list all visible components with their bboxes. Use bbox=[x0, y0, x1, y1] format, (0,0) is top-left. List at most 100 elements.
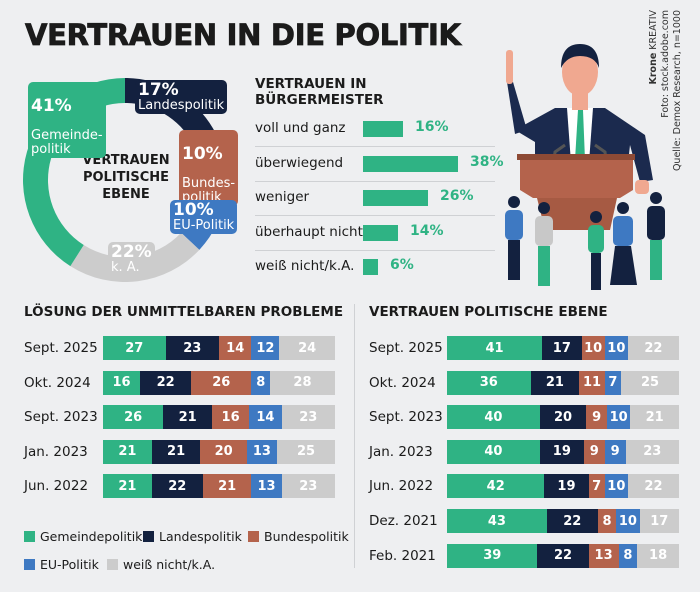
stacked-row: Jun. 2022 21 22 21 13 23 bbox=[0, 474, 700, 499]
legend-swatch bbox=[143, 531, 154, 542]
stacked-bar: 21 22 21 13 23 bbox=[103, 474, 335, 499]
bar-segment-gemeinde: 43 bbox=[447, 509, 547, 533]
bar-segment-ka: 21 bbox=[630, 405, 679, 430]
bm-row: weniger 26% bbox=[255, 181, 495, 216]
bar-segment-ka: 24 bbox=[279, 336, 335, 360]
stacked-row-label: Jun. 2022 bbox=[24, 478, 89, 495]
bar-segment-eu: 9 bbox=[604, 439, 626, 464]
bar-segment-landes: 22 bbox=[546, 509, 598, 533]
bar-segment-bundes: 11 bbox=[579, 370, 605, 395]
donut-center-line: POLITISCHE bbox=[82, 170, 170, 185]
bm-value-label: 38% bbox=[470, 153, 504, 170]
stacked-row-label: Sept. 2025 bbox=[369, 340, 443, 356]
stacked-row: Sept. 2023 40 20 9 10 21 bbox=[0, 405, 700, 430]
bar-segment-landes: 21 bbox=[530, 370, 580, 395]
stacked-bar: 39 22 13 8 18 bbox=[447, 543, 679, 568]
stacked-row: Dez. 2021 43 22 8 10 17 bbox=[0, 509, 700, 533]
donut-label-pct: 10% bbox=[182, 144, 223, 164]
bar-segment-eu: 14 bbox=[249, 405, 282, 430]
stacked-bar: 42 19 7 10 22 bbox=[447, 474, 679, 499]
buergermeister-chart-title: VERTRAUEN IN BÜRGERMEISTER bbox=[255, 76, 384, 108]
stacked-bar: 36 21 11 7 25 bbox=[447, 370, 679, 395]
title-line: VERTRAUEN IN bbox=[255, 76, 367, 92]
donut-label-pct: 17% bbox=[138, 80, 179, 100]
bar-segment-bundes: 13 bbox=[588, 543, 619, 568]
bm-row: überhaupt nicht 14% bbox=[255, 216, 495, 251]
legend-label: EU-Politik bbox=[40, 557, 99, 572]
bar-segment-gemeinde: 40 bbox=[447, 439, 540, 464]
stacked-row: Okt. 2024 16 22 26 8 28 bbox=[0, 370, 700, 395]
bar-segment-landes: 22 bbox=[151, 474, 203, 499]
bar-segment-landes: 19 bbox=[544, 474, 589, 499]
bm-bar bbox=[363, 259, 378, 275]
stacked-row: Jan. 2023 40 19 9 9 23 bbox=[0, 439, 700, 464]
crowd bbox=[505, 192, 665, 290]
politician-podium-illustration bbox=[505, 44, 665, 290]
bar-segment-ka: 22 bbox=[627, 336, 679, 360]
bar-segment-landes: 22 bbox=[537, 543, 589, 568]
bar-segment-ka: 23 bbox=[281, 405, 335, 430]
bm-row: voll und ganz 16% bbox=[255, 112, 495, 147]
legend-swatch bbox=[24, 531, 35, 542]
bm-row: weiß nicht/k.A. 6% bbox=[255, 250, 495, 284]
donut-label-pct: 41% bbox=[31, 96, 72, 116]
stacked-bar: 43 22 8 10 17 bbox=[447, 509, 679, 533]
bar-segment-bundes: 8 bbox=[597, 509, 617, 533]
bar-segment-ka: 23 bbox=[625, 439, 679, 464]
bar-segment-ka: 22 bbox=[627, 474, 679, 499]
bar-segment-ka: 17 bbox=[639, 509, 679, 533]
bar-segment-ka: 25 bbox=[276, 439, 335, 464]
bar-segment-gemeinde: 41 bbox=[447, 336, 543, 360]
bar-segment-bundes: 14 bbox=[218, 336, 252, 360]
bar-segment-ka: 18 bbox=[637, 543, 679, 568]
donut-center-title: VERTRAUEN POLITISCHE EBENE bbox=[60, 152, 192, 203]
donut-label-pct: 10% bbox=[173, 200, 214, 220]
bar-segment-bundes: 7 bbox=[588, 474, 605, 499]
bm-row-label: voll und ganz bbox=[255, 120, 346, 136]
bar-segment-ka: 28 bbox=[270, 370, 335, 395]
legend-label: Gemeindepolitik bbox=[40, 529, 143, 544]
donut-label-name: EU-Politik bbox=[173, 218, 235, 233]
bar-segment-eu: 10 bbox=[604, 336, 628, 360]
legend-item-eu: EU-Politik bbox=[24, 557, 99, 572]
bm-bar bbox=[363, 121, 403, 137]
stacked-row-label: Okt. 2024 bbox=[24, 374, 91, 391]
legend-label: weiß nicht/k.A. bbox=[123, 557, 216, 572]
stacked-row: Sept. 2023 26 21 16 14 23 bbox=[0, 405, 700, 430]
bm-bar bbox=[363, 224, 398, 241]
bar-segment-eu: 7 bbox=[604, 370, 621, 395]
stacked-row-label: Jan. 2023 bbox=[369, 443, 433, 460]
bar-segment-gemeinde: 21 bbox=[103, 474, 152, 499]
legend-item-landes: Landespolitik bbox=[143, 529, 242, 544]
bar-segment-bundes: 16 bbox=[212, 405, 250, 430]
title-line: BÜRGERMEISTER bbox=[255, 92, 384, 108]
legend-item-ka: weiß nicht/k.A. bbox=[107, 557, 215, 572]
donut-label-bundes: 10% Bundes- politik bbox=[179, 130, 239, 206]
donut-label-ka: 22% k. A. bbox=[108, 242, 155, 276]
donut-label-name: k. A. bbox=[111, 260, 140, 275]
legend-item-bundes: Bundespolitik bbox=[248, 529, 349, 544]
bar-segment-landes: 22 bbox=[140, 370, 192, 395]
bm-value-label: 16% bbox=[415, 119, 449, 135]
bar-segment-landes: 17 bbox=[542, 336, 582, 360]
vertrauen-ebene-chart-title: VERTRAUEN POLITISCHE EBENE bbox=[369, 304, 608, 320]
stacked-row-label: Sept. 2023 bbox=[24, 409, 98, 426]
bar-segment-landes: 20 bbox=[539, 405, 587, 430]
bm-row-label: weiß nicht/k.A. bbox=[255, 258, 355, 274]
bm-row-label: überhaupt nicht bbox=[255, 223, 363, 240]
bar-segment-eu: 8 bbox=[251, 370, 270, 395]
bar-segment-bundes: 21 bbox=[202, 474, 252, 499]
stacked-row-label: Okt. 2024 bbox=[369, 374, 436, 391]
donut-label-name: Gemeinde- politik bbox=[31, 128, 103, 157]
legend-swatch bbox=[24, 559, 35, 570]
bar-segment-gemeinde: 16 bbox=[103, 370, 141, 395]
bar-segment-bundes: 9 bbox=[586, 405, 608, 430]
stacked-row-label: Sept. 2025 bbox=[24, 340, 98, 356]
stacked-row: Jan. 2023 21 21 20 13 25 bbox=[0, 439, 700, 464]
bm-row-label: überwiegend bbox=[255, 154, 344, 171]
stacked-bar: 21 21 20 13 25 bbox=[103, 439, 335, 464]
stacked-row-label: Dez. 2021 bbox=[369, 513, 438, 529]
bar-segment-landes: 23 bbox=[165, 336, 219, 360]
donut-label-pct: 22% bbox=[111, 242, 152, 262]
stacked-row: Okt. 2024 36 21 11 7 25 bbox=[0, 370, 700, 395]
